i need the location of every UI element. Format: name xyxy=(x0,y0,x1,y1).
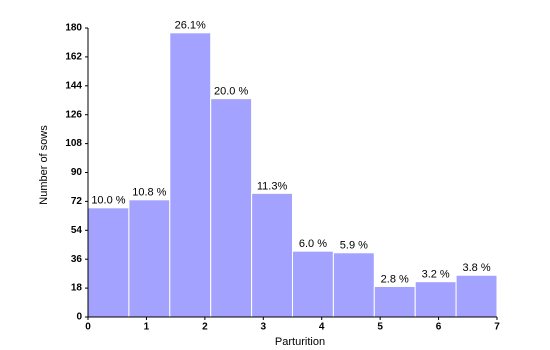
bar xyxy=(87,207,130,318)
y-tick-label: 162 xyxy=(65,52,82,63)
y-tick-label: 126 xyxy=(65,109,82,120)
x-axis-label: Parturition xyxy=(275,336,325,348)
bar-annotation: 10.0 % xyxy=(91,195,125,207)
bar-annotation: 3.8 % xyxy=(462,262,490,274)
bar xyxy=(414,281,457,318)
bar-annotation: 2.8 % xyxy=(381,273,409,285)
bar xyxy=(292,250,334,318)
bar xyxy=(128,199,171,318)
bar-annotation: 10.8 % xyxy=(132,187,166,199)
bar-annotation: 26.1% xyxy=(175,20,206,32)
bar-annotation: 6.0 % xyxy=(299,238,327,250)
x-tick-label: 2 xyxy=(202,322,208,333)
y-tick-label: 72 xyxy=(71,196,83,207)
y-tick-label: 0 xyxy=(76,312,82,323)
y-axis-label: Number of sows xyxy=(38,125,50,205)
y-tick-label: 108 xyxy=(65,138,82,149)
bar xyxy=(210,98,253,318)
y-tick-label: 36 xyxy=(71,254,83,265)
x-tick-label: 0 xyxy=(85,322,91,333)
bar-annotation: 3.2 % xyxy=(422,269,450,281)
x-tick-label: 6 xyxy=(436,322,442,333)
bar xyxy=(251,192,294,318)
bar xyxy=(373,285,416,318)
x-tick-label: 1 xyxy=(144,322,150,333)
y-tick-label: 144 xyxy=(65,80,82,91)
y-tick-label: 90 xyxy=(71,167,83,178)
y-tick-label: 54 xyxy=(71,225,83,236)
x-tick-label: 3 xyxy=(261,322,267,333)
x-tick-label: 7 xyxy=(494,322,500,333)
bar xyxy=(455,274,498,318)
bar xyxy=(332,252,375,318)
bar-annotation: 5.9 % xyxy=(340,240,368,252)
bar xyxy=(169,32,212,318)
y-tick-label: 180 xyxy=(65,23,82,34)
x-tick-label: 4 xyxy=(319,322,325,333)
bar-annotation: 11.3% xyxy=(257,180,288,192)
y-tick-label: 18 xyxy=(71,283,83,294)
bar-annotation: 20.0 % xyxy=(214,86,248,98)
x-tick-label: 5 xyxy=(377,322,383,333)
